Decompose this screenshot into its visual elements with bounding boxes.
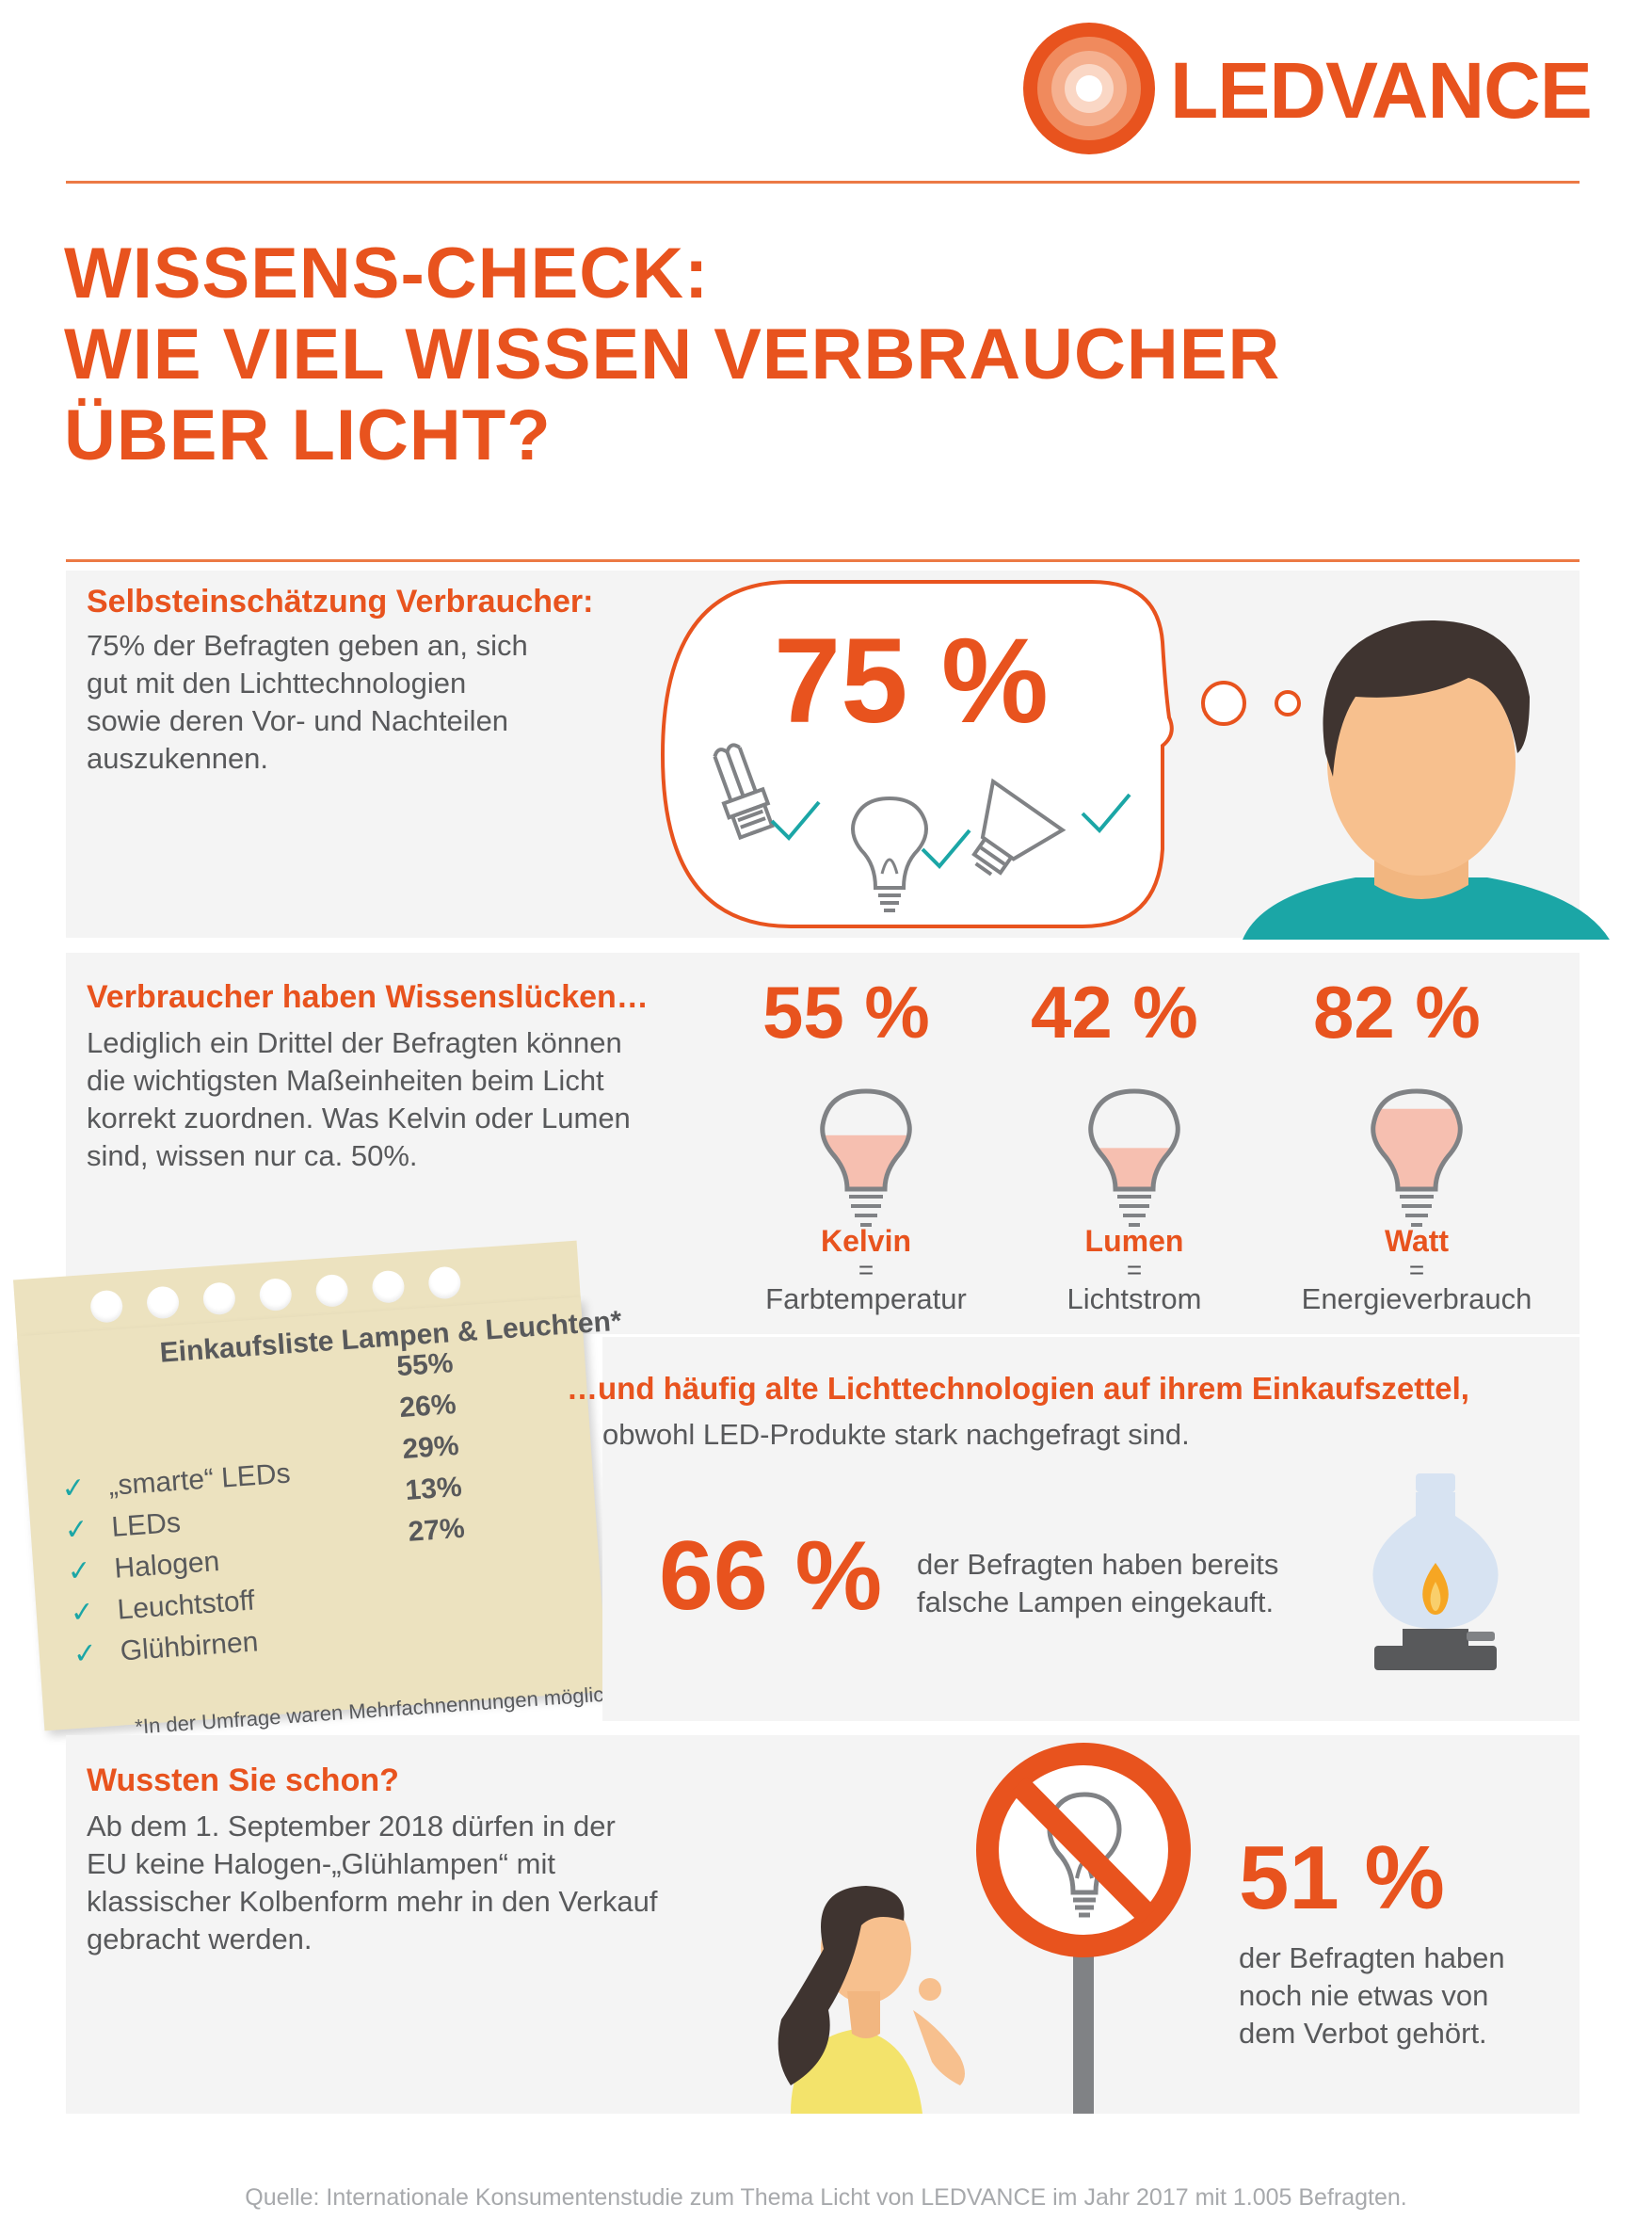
equals-sign: = [858,1255,874,1284]
bulb-fill-level [822,1135,910,1189]
text-line: EU keine Halogen-„Glühlampen“ mit [87,1847,555,1880]
text-line: noch nie etwas von [1239,1979,1489,2012]
unit-pct: 82 % [1313,971,1481,1054]
cfl-bulb-icon [713,743,775,841]
section4-stat: 51 % [1239,1827,1445,1928]
unit-meaning: Energieverbrauch [1301,1282,1532,1315]
unit-label: Lumen = Lichtstrom [1002,1224,1266,1316]
item-percentage: 27% [407,1512,466,1548]
item-label: LEDs [110,1506,182,1543]
title-line-3: ÜBER LICHT? [64,395,552,475]
oil-lamp-icon [1372,1473,1499,1670]
divider [66,181,1580,184]
section4-heading: Wussten Sie schon? [87,1762,399,1798]
equals-sign: = [1126,1255,1143,1284]
check-icon: ✓ [60,1472,87,1505]
section3-stat: 66 % [659,1521,883,1631]
ledvance-rings-logo-icon [1023,23,1155,154]
item-percentage: 13% [404,1471,463,1506]
text-line: 75% der Befragten geben an, sich [87,629,528,662]
section3-subheading: obwohl LED-Produkte stark nachgefragt si… [602,1416,1190,1454]
text-line: auszukennen. [87,742,269,775]
section4-text: Ab dem 1. September 2018 dürfen in der E… [87,1808,658,1958]
unit-name: Watt [1384,1224,1450,1258]
unit-pct: 42 % [1031,971,1198,1054]
title-line-2: WIE VIEL WISSEN VERBRAUCHER [64,314,1281,394]
unit-meaning: Farbtemperatur [765,1282,967,1315]
text-line: sowie deren Vor- und Nachteilen [87,704,509,737]
unit-name: Lumen [1084,1224,1184,1258]
unit-label: Kelvin = Farbtemperatur [734,1224,998,1316]
text-line: Lediglich ein Drittel der Befragten könn… [87,1026,622,1059]
item-percentage: 55% [395,1347,455,1383]
section1-heading: Selbsteinschätzung Verbraucher: [87,584,594,620]
divider [66,559,1580,562]
check-icon: ✓ [66,1554,93,1588]
bulb-gauge-icon [820,1088,912,1227]
source-footnote: Quelle: Internationale Konsumentenstudie… [245,2184,1407,2211]
unit-meaning: Lichtstrom [1067,1282,1202,1315]
shopping-list-note: Einkaufsliste Lampen & Leuchten* ✓ „smart… [12,1240,623,1739]
page-title: WISSENS-CHECK: WIE VIEL WISSEN VERBRAUCH… [64,233,1280,476]
text-line: klassischer Kolbenform mehr in den Verka… [87,1885,658,1918]
man-thinking-illustration [1243,620,1610,940]
reflector-bulb-icon [971,778,1067,877]
prohibited-bulb-sign-icon [976,1743,1191,2114]
section1-stat: 75 % [774,614,1049,748]
bulb-outline [1371,1088,1463,1192]
check-icon [921,829,971,869]
section4-stat-text: der Befragten haben noch nie etwas von d… [1239,1939,1505,2052]
unit-label: Watt = Energieverbrauch [1285,1224,1548,1316]
check-icon: ✓ [63,1513,89,1547]
text-line: der Befragten haben bereits [917,1548,1279,1581]
brand-name: LEDVANCE [1170,46,1593,135]
section2-heading: Verbraucher haben Wissenslücken… [87,979,649,1015]
thought-bubble [660,580,1301,928]
item-percentage: 29% [401,1429,460,1466]
bulb-fill-level [1372,1108,1461,1189]
section3-stat-text: der Befragten haben bereits falsche Lamp… [917,1546,1278,1621]
title-line-1: WISSENS-CHECK: [64,233,710,314]
unit-pct: 55 % [762,971,930,1054]
bulb-gauge-icon [1371,1088,1463,1227]
text-line: der Befragten haben [1239,1941,1505,1974]
section3-heading: …und häufig alte Lichttechnologien auf i… [567,1371,1469,1406]
classic-bulb-icon [851,796,928,912]
check-icon: ✓ [69,1596,96,1630]
text-line: gebracht werden. [87,1923,313,1955]
check-icon [770,800,821,841]
text-line: Ab dem 1. September 2018 dürfen in der [87,1810,616,1843]
text-line: dem Verbot gehört. [1239,2017,1487,2050]
bulb-gauge-icon [1088,1088,1180,1227]
bulb-outline [820,1088,912,1192]
text-line: falsche Lampen eingekauft. [917,1585,1275,1618]
bulb-outline [1088,1088,1180,1192]
woman-wondering-illustration [778,1886,965,2114]
text-line: sind, wissen nur ca. 50%. [87,1139,418,1172]
text-line: gut mit den Lichttechnologien [87,667,467,700]
check-icon: ✓ [72,1637,99,1670]
item-label: Halogen [113,1545,221,1585]
section1-text: 75% der Befragten geben an, sich gut mit… [87,627,528,778]
text-line: die wichtigsten Maßeinheiten beim Licht [87,1064,604,1097]
item-percentage: 26% [398,1389,457,1424]
section2-text: Lediglich ein Drittel der Befragten könn… [87,1024,631,1175]
ledvance-logo: LEDVANCE [1021,21,1593,157]
text-line: obwohl LED-Produkte stark nachgefragt si… [602,1418,1190,1451]
equals-sign: = [1408,1255,1425,1284]
text-line: korrekt zuordnen. Was Kelvin oder Lumen [87,1102,631,1135]
check-icon [1081,793,1131,833]
unit-name: Kelvin [820,1224,912,1258]
